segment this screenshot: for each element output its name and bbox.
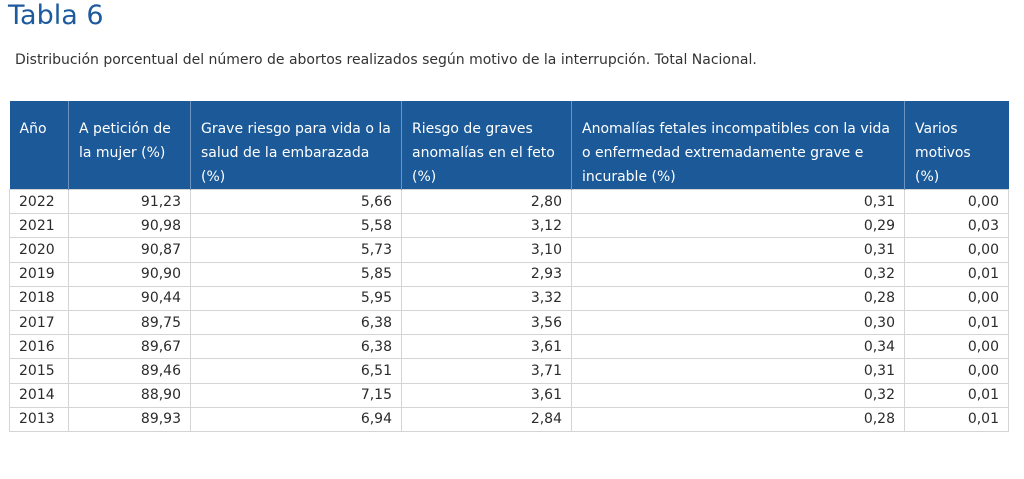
page-title: Tabla 6 <box>8 0 104 31</box>
cell-fetal-anomaly-risk: 3,10 <box>401 237 572 263</box>
cell-incompatible-anomalies: 0,30 <box>571 309 905 336</box>
header-incompatible-anomalies: Anomalías fetales incompatibles con la v… <box>571 101 905 190</box>
cell-incompatible-anomalies: 0,32 <box>571 261 905 287</box>
cell-year: 2020 <box>9 237 69 263</box>
cell-fetal-anomaly-risk: 3,61 <box>401 334 572 360</box>
cell-health-risk: 6,94 <box>190 406 402 432</box>
cell-several-reasons: 0,00 <box>904 237 1009 263</box>
cell-several-reasons: 0,00 <box>904 358 1009 384</box>
cell-at-request: 90,87 <box>68 237 191 263</box>
header-at-request: A petición de la mujer (%) <box>68 101 191 190</box>
cell-several-reasons: 0,01 <box>904 261 1009 287</box>
abortion-reasons-table: Año A petición de la mujer (%) Grave rie… <box>9 101 1009 432</box>
table-row: 2019 90,90 5,85 2,93 0,32 0,01 <box>9 261 1009 287</box>
cell-health-risk: 6,38 <box>190 334 402 360</box>
cell-year: 2022 <box>9 188 69 215</box>
cell-at-request: 89,75 <box>68 309 191 336</box>
cell-incompatible-anomalies: 0,29 <box>571 213 905 239</box>
cell-year: 2014 <box>9 382 69 408</box>
cell-health-risk: 5,66 <box>190 188 402 215</box>
table-row: 2014 88,90 7,15 3,61 0,32 0,01 <box>9 382 1009 408</box>
table-row: 2022 91,23 5,66 2,80 0,31 0,00 <box>9 188 1009 215</box>
table-row: 2018 90,44 5,95 3,32 0,28 0,00 <box>9 285 1009 311</box>
header-year: Año <box>9 101 69 190</box>
cell-incompatible-anomalies: 0,31 <box>571 188 905 215</box>
cell-health-risk: 6,38 <box>190 309 402 336</box>
cell-fetal-anomaly-risk: 3,56 <box>401 309 572 336</box>
cell-several-reasons: 0,00 <box>904 188 1009 215</box>
cell-health-risk: 5,58 <box>190 213 402 239</box>
cell-at-request: 90,44 <box>68 285 191 311</box>
cell-health-risk: 7,15 <box>190 382 402 408</box>
cell-health-risk: 5,85 <box>190 261 402 287</box>
table-header-row: Año A petición de la mujer (%) Grave rie… <box>9 101 1009 190</box>
cell-health-risk: 5,95 <box>190 285 402 311</box>
table-row: 2013 89,93 6,94 2,84 0,28 0,01 <box>9 406 1009 432</box>
cell-at-request: 88,90 <box>68 382 191 408</box>
cell-fetal-anomaly-risk: 3,12 <box>401 213 572 239</box>
cell-year: 2015 <box>9 358 69 384</box>
cell-fetal-anomaly-risk: 2,93 <box>401 261 572 287</box>
cell-several-reasons: 0,01 <box>904 309 1009 336</box>
cell-several-reasons: 0,03 <box>904 213 1009 239</box>
cell-at-request: 89,46 <box>68 358 191 384</box>
cell-fetal-anomaly-risk: 2,80 <box>401 188 572 215</box>
cell-incompatible-anomalies: 0,34 <box>571 334 905 360</box>
table-row: 2015 89,46 6,51 3,71 0,31 0,00 <box>9 358 1009 384</box>
cell-fetal-anomaly-risk: 3,61 <box>401 382 572 408</box>
header-several-reasons: Varios motivos (%) <box>904 101 1009 190</box>
table-caption: Distribución porcentual del número de ab… <box>15 52 757 68</box>
cell-year: 2017 <box>9 309 69 336</box>
cell-at-request: 89,93 <box>68 406 191 432</box>
cell-fetal-anomaly-risk: 2,84 <box>401 406 572 432</box>
cell-year: 2018 <box>9 285 69 311</box>
cell-year: 2013 <box>9 406 69 432</box>
cell-incompatible-anomalies: 0,31 <box>571 358 905 384</box>
table-row: 2021 90,98 5,58 3,12 0,29 0,03 <box>9 213 1009 239</box>
cell-year: 2016 <box>9 334 69 360</box>
cell-year: 2021 <box>9 213 69 239</box>
cell-several-reasons: 0,01 <box>904 382 1009 408</box>
cell-at-request: 90,98 <box>68 213 191 239</box>
cell-incompatible-anomalies: 0,28 <box>571 285 905 311</box>
header-fetal-anomaly-risk: Riesgo de graves anomalías en el feto (%… <box>401 101 572 190</box>
cell-incompatible-anomalies: 0,28 <box>571 406 905 432</box>
table-row: 2016 89,67 6,38 3,61 0,34 0,00 <box>9 334 1009 360</box>
cell-incompatible-anomalies: 0,31 <box>571 237 905 263</box>
cell-health-risk: 5,73 <box>190 237 402 263</box>
cell-fetal-anomaly-risk: 3,32 <box>401 285 572 311</box>
cell-several-reasons: 0,00 <box>904 285 1009 311</box>
cell-incompatible-anomalies: 0,32 <box>571 382 905 408</box>
cell-at-request: 89,67 <box>68 334 191 360</box>
cell-several-reasons: 0,01 <box>904 406 1009 432</box>
cell-at-request: 90,90 <box>68 261 191 287</box>
cell-year: 2019 <box>9 261 69 287</box>
cell-health-risk: 6,51 <box>190 358 402 384</box>
header-health-risk: Grave riesgo para vida o la salud de la … <box>190 101 402 190</box>
cell-several-reasons: 0,00 <box>904 334 1009 360</box>
cell-fetal-anomaly-risk: 3,71 <box>401 358 572 384</box>
table-row: 2017 89,75 6,38 3,56 0,30 0,01 <box>9 309 1009 336</box>
table-row: 2020 90,87 5,73 3,10 0,31 0,00 <box>9 237 1009 263</box>
cell-at-request: 91,23 <box>68 188 191 215</box>
